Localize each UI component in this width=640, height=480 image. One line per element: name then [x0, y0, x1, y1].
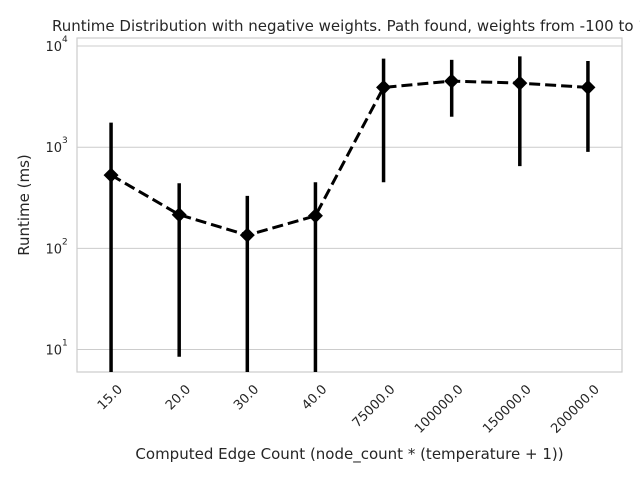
- y-tick-exponent-1: 2: [62, 237, 68, 247]
- y-tick-exponent-3: 4: [62, 35, 68, 45]
- y-tick-label-1: 10: [45, 242, 62, 257]
- x-tick-label-0: 15.0: [95, 382, 126, 413]
- y-tick-exponent-2: 3: [62, 136, 68, 146]
- data-point-7: [580, 79, 596, 95]
- error-bars: [109, 56, 590, 372]
- x-tick-label-3: 40.0: [299, 382, 330, 413]
- x-tick-label-7: 200000.0: [548, 382, 602, 436]
- x-tick-label-5: 100000.0: [412, 382, 466, 436]
- x-tick-labels: 15.0 20.0 30.0 40.0 75000.0 100000.0 150000.0 2…: [95, 382, 603, 436]
- data-point-2: [239, 227, 255, 243]
- x-tick-label-6: 150000.0: [480, 382, 534, 436]
- x-tick-label-1: 20.0: [163, 382, 194, 413]
- grid-layer: [77, 45, 622, 351]
- plot-frame: [76, 37, 623, 373]
- x-tick-label-4: 75000.0: [350, 382, 399, 431]
- y-tick-exponent-0: 1: [62, 339, 68, 349]
- data-point-6: [512, 75, 528, 91]
- data-point-0: [103, 167, 119, 183]
- data-point-1: [171, 207, 187, 223]
- chart-title: Runtime Distribution with negative weigh…: [52, 17, 640, 35]
- data-markers: [103, 73, 596, 243]
- y-axis-title: Runtime (ms): [15, 154, 33, 256]
- x-axis-title: Computed Edge Count (node_count * (tempe…: [135, 445, 563, 464]
- y-tick-label-3: 10: [45, 40, 62, 55]
- y-tick-label-0: 10: [45, 344, 62, 359]
- series-line: [110, 79, 588, 237]
- data-point-3: [307, 208, 323, 224]
- x-tick-label-2: 30.0: [231, 382, 262, 413]
- data-point-4: [376, 79, 392, 95]
- data-point-5: [444, 73, 460, 89]
- y-tick-label-2: 10: [45, 141, 62, 156]
